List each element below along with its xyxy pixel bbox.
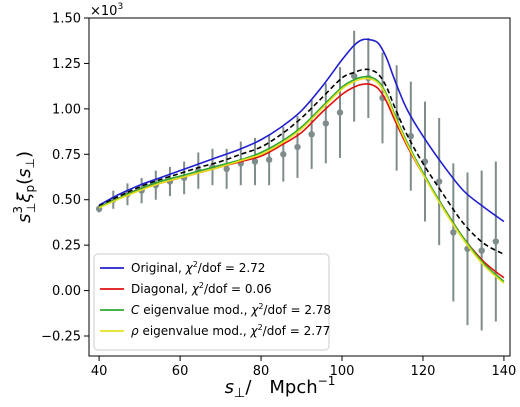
x-label-sup: −1 bbox=[318, 374, 336, 388]
y-label-arg-sub: ⊥ bbox=[23, 158, 37, 168]
x-label-unit: Mpch bbox=[269, 377, 317, 398]
legend-diagonal-sup: 2 bbox=[199, 281, 204, 290]
y-tick-label: 1.25 bbox=[52, 57, 81, 72]
y-tick-label: −0.25 bbox=[41, 330, 81, 345]
x-tick-label: 40 bbox=[91, 364, 108, 379]
y-label-close: ) bbox=[14, 151, 35, 158]
data-point bbox=[450, 229, 457, 236]
y-label-sup: 3 bbox=[11, 206, 25, 214]
legend-diagonal-post: /dof = 0.06 bbox=[204, 282, 272, 296]
y-tick-label: 1.50 bbox=[52, 12, 81, 27]
y-label-sub-perp: ⊥ bbox=[24, 203, 38, 213]
legend-c-eigen-ital: C bbox=[131, 303, 140, 317]
data-point bbox=[435, 178, 443, 185]
axis-ticks: 40 60 80 100 120 140 −0.25 0.00 0.25 0.50 0.75 1.00… bbox=[41, 12, 516, 380]
legend-diagonal-chi: χ bbox=[191, 282, 200, 296]
y-label-s: s bbox=[14, 214, 35, 223]
y-tick-label: 0.00 bbox=[52, 284, 81, 299]
data-point bbox=[492, 238, 500, 245]
legend-c-eigen-mid: eigenvalue mod., bbox=[139, 303, 251, 317]
legend-c-eigen-sup: 2 bbox=[258, 302, 263, 311]
series-line-rho-eigenvalue bbox=[98, 77, 505, 284]
x-axis-label: s⊥/ Mpch−1 bbox=[225, 374, 336, 401]
data-point bbox=[322, 120, 330, 127]
y-tick-label: 0.75 bbox=[52, 148, 81, 163]
series-line-c-eigenvalue bbox=[98, 75, 505, 283]
legend: Original, χ2/dof = 2.72 Diagonal, χ2/dof… bbox=[93, 253, 331, 351]
y-label-sub-p: p bbox=[23, 185, 37, 193]
legend-c-eigen-chi: χ bbox=[250, 303, 259, 317]
legend-rho-eigen-mid: eigenvalue mod., bbox=[139, 324, 251, 338]
y-axis-label: s3⊥ξp(s⊥) bbox=[11, 151, 38, 223]
plot-area bbox=[95, 30, 505, 331]
legend-entry-rho-eigen: ρ eigenvalue mod., χ2/dof = 2.77 bbox=[131, 323, 330, 338]
data-point bbox=[407, 132, 415, 140]
y-label-open: ( bbox=[14, 178, 35, 185]
data-point bbox=[336, 109, 344, 116]
legend-original-chi: χ bbox=[185, 261, 194, 275]
x-tick-label: 60 bbox=[172, 364, 189, 379]
legend-rho-eigen-chi: χ bbox=[249, 324, 258, 338]
x-label-slash: / bbox=[245, 377, 252, 398]
legend-original-sup: 2 bbox=[193, 260, 198, 269]
y-tick-label: 0.25 bbox=[52, 239, 81, 254]
legend-entry-c-eigen: C eigenvalue mod., χ2/dof = 2.78 bbox=[131, 302, 331, 317]
data-point bbox=[265, 156, 273, 163]
x-label-s: s bbox=[225, 377, 234, 398]
legend-original-post: /dof = 2.72 bbox=[198, 261, 266, 275]
legend-original-pre: Original, bbox=[131, 261, 186, 275]
legend-box bbox=[93, 253, 330, 351]
x-tick-label: 120 bbox=[411, 364, 436, 379]
x-tick-label: 100 bbox=[330, 364, 355, 379]
x-tick-label: 80 bbox=[253, 364, 270, 379]
data-point bbox=[223, 165, 230, 173]
data-point bbox=[294, 143, 301, 151]
y-scale-label: ×103 bbox=[90, 2, 123, 19]
data-point bbox=[280, 151, 287, 158]
data-point bbox=[308, 131, 315, 138]
legend-rho-eigen-post: /dof = 2.77 bbox=[263, 324, 331, 338]
legend-diagonal-pre: Diagonal, bbox=[131, 282, 192, 296]
y-label-xi: ξ bbox=[14, 192, 35, 204]
x-tick-label: 140 bbox=[492, 364, 517, 379]
legend-entry-original: Original, χ2/dof = 2.72 bbox=[131, 260, 265, 275]
y-tick-label: 1.00 bbox=[52, 102, 81, 117]
series-line-dashed bbox=[98, 68, 505, 255]
plot-frame bbox=[88, 17, 511, 357]
data-point bbox=[251, 158, 259, 165]
legend-rho-eigen-sup: 2 bbox=[258, 323, 263, 332]
data-point bbox=[478, 247, 485, 254]
legend-rho-eigen-ital: ρ bbox=[131, 324, 139, 338]
data-point bbox=[350, 72, 358, 80]
y-scale-exp: 3 bbox=[117, 2, 123, 12]
legend-c-eigen-post: /dof = 2.78 bbox=[263, 303, 331, 317]
series-line-original bbox=[98, 38, 505, 223]
x-label-sub: ⊥ bbox=[234, 386, 245, 401]
y-label-arg: s bbox=[14, 168, 35, 177]
legend-entry-diagonal: Diagonal, χ2/dof = 0.06 bbox=[131, 281, 272, 296]
y-scale-base: ×10 bbox=[90, 4, 117, 19]
y-tick-label: 0.50 bbox=[52, 193, 81, 208]
